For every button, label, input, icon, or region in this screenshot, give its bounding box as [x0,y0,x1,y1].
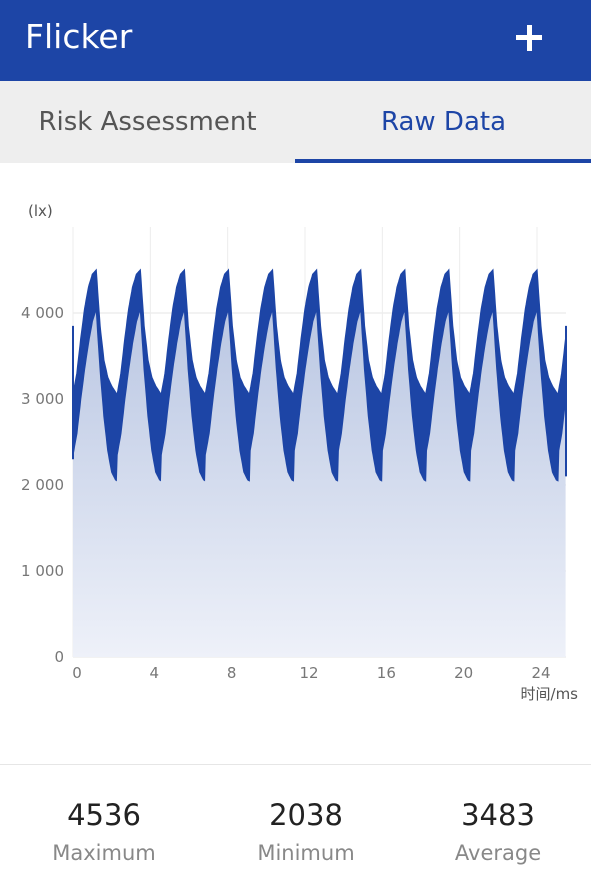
stat-label: Minimum [257,841,355,865]
stat-value: 3483 [461,798,535,832]
x-tick-label: 4 [150,664,160,682]
area-fill [73,270,566,657]
stat-label: Average [454,841,542,865]
x-tick-label: 20 [454,664,473,682]
x-tick-label: 24 [531,664,550,682]
y-tick-label: 4 000 [21,304,64,322]
tab-strip: Risk Assessment Raw Data [0,81,591,163]
x-tick-label: 0 [72,664,82,682]
y-axis-label: (lx) [28,202,53,220]
raw-data-chart: 0 1 000 2 000 3 000 4 000 0 4 8 12 16 20 24 (lx) 时间… [0,163,591,763]
stat-value: 4536 [67,798,141,832]
x-tick-label: 16 [377,664,396,682]
stat-average: 3483 Average [398,796,591,867]
divider [0,764,591,765]
y-tick-label: 1 000 [21,562,64,580]
app-title: Flicker [25,17,133,56]
y-tick-label: 2 000 [21,476,64,494]
stat-value: 2038 [269,798,343,832]
x-tick-label: 12 [299,664,318,682]
y-tick-label: 0 [54,648,64,666]
tab-indicator [295,159,591,163]
x-axis-label: 时间/ms [521,685,579,703]
add-button[interactable] [509,18,549,58]
y-tick-label: 3 000 [21,390,64,408]
chart-svg: 0 1 000 2 000 3 000 4 000 0 4 8 12 16 20 24 (lx) 时间… [21,202,579,703]
stat-minimum: 2038 Minimum [206,796,406,867]
tab-raw-data[interactable]: Raw Data [380,107,507,137]
stat-label: Maximum [52,841,156,865]
tab-risk-assessment[interactable]: Risk Assessment [38,107,257,137]
x-tick-label: 8 [227,664,237,682]
app-bar: Flicker [0,0,591,81]
stat-maximum: 4536 Maximum [4,796,204,867]
